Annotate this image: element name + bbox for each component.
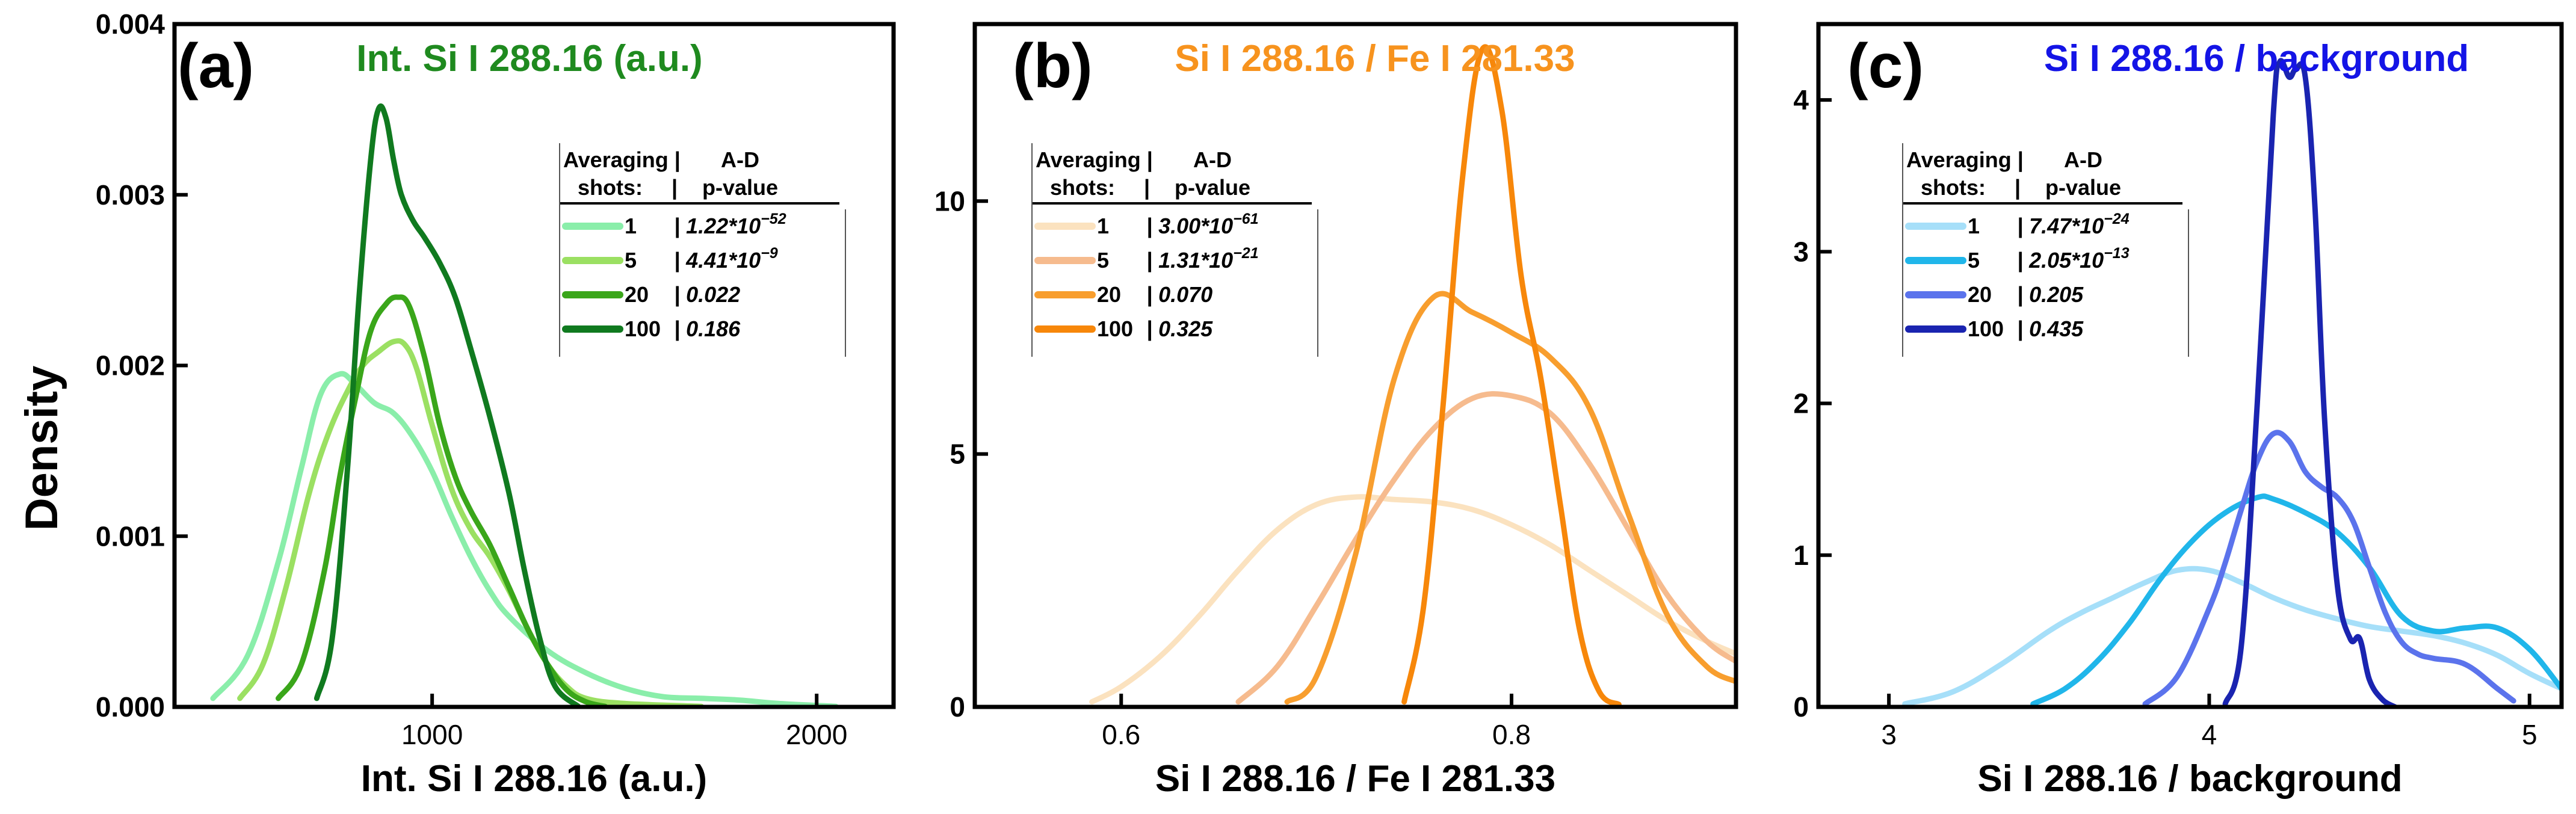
y-tick-label: 0 (950, 691, 965, 723)
series-line-20-shots (1284, 291, 1736, 705)
legend-shots: 5 (1097, 248, 1109, 273)
series-line-5-shots (2030, 493, 2562, 707)
legend-header-shots: shots: (578, 175, 643, 200)
legend-shots: 20 (625, 282, 649, 307)
x-axis-label: Si I 288.16 / Fe I 281.33 (1155, 758, 1555, 800)
legend-header-shots: shots: (1921, 175, 1986, 200)
y-tick-label: 0.004 (96, 8, 165, 40)
panel-letter: (b) (1013, 31, 1093, 101)
plot-frame (1816, 22, 2564, 709)
legend: Averaging | A-D shots: | p-value 1 | 3.00*10−6… (1031, 143, 1318, 357)
legend-shots: 1 (625, 214, 637, 238)
legend-pvalue: | 1.22*10−52 (674, 211, 786, 238)
x-tick-label: 5 (2522, 719, 2537, 750)
panel-letter: (c) (1847, 31, 1924, 101)
legend-header-averaging: Averaging | (563, 147, 681, 173)
panel-a: 1000 2000 0.000 0.001 0.002 0.003 0.004 Int. Si… (96, 8, 896, 800)
legend-pvalue: | 0.070 (1146, 282, 1212, 307)
series-line-20-shots (276, 294, 608, 707)
legend-shots: 100 (1097, 316, 1133, 341)
legend-header-averaging: Averaging | (1906, 147, 2024, 173)
legend-header-sep: | (1144, 175, 1150, 200)
legend-pvalue: | 7.47*10−24 (2017, 211, 2130, 238)
series-line-100-shots (314, 103, 581, 707)
legend-shots: 1 (1968, 214, 1980, 238)
x-axis-label: Si I 288.16 / background (1977, 758, 2402, 800)
legend-pvalue: | 0.186 (674, 316, 741, 341)
series-line-1-shots (210, 371, 839, 707)
x-tick-label: 1000 (401, 719, 463, 750)
legend-header-shots: shots: (1050, 175, 1115, 200)
legend-header-ad: A-D (1193, 147, 1232, 172)
legend-pvalue: | 4.41*10−9 (674, 245, 778, 273)
y-tick-label: 10 (934, 185, 965, 217)
legend-shots: 100 (1968, 316, 2004, 341)
y-tick-label: 0 (1793, 691, 1809, 723)
legend-header-sep: | (2015, 175, 2021, 200)
panel-b: 0.6 0.8 0 5 10 Si I 288.16 / Fe I 281.33 (b) Si… (934, 22, 1738, 800)
x-tick-label: 0.6 (1102, 719, 1140, 750)
x-tick-label: 2000 (786, 719, 847, 750)
y-tick-label: 0.001 (96, 520, 165, 552)
y-tick-label: 0.003 (96, 179, 165, 211)
legend-header-ad: A-D (721, 147, 759, 172)
x-tick-label: 4 (2202, 719, 2217, 750)
y-tick-label: 2 (1793, 388, 1809, 419)
y-tick-label: 1 (1793, 540, 1809, 571)
y-axis-label: Density (16, 366, 67, 531)
legend-pvalue: | 0.022 (674, 282, 740, 307)
series-line-100-shots (2222, 58, 2398, 707)
y-tick-label: 0.000 (96, 691, 165, 723)
legend-header-pvalue: p-value (702, 175, 778, 200)
series-group (210, 103, 839, 707)
legend-shots: 100 (625, 316, 661, 341)
x-tick-label: 3 (1881, 719, 1897, 750)
legend-header-pvalue: p-value (1175, 175, 1250, 200)
legend-pvalue: | 0.325 (1146, 316, 1213, 341)
legend-header-ad: A-D (2064, 147, 2102, 172)
legend-shots: 20 (1968, 282, 1992, 307)
y-tick-label: 0.002 (96, 350, 165, 381)
series-line-5-shots (1235, 391, 1736, 705)
legend-pvalue: | 3.00*10−61 (1146, 211, 1259, 238)
legend-shots: 1 (1097, 214, 1109, 238)
y-tick-label: 4 (1793, 84, 1809, 116)
legend-pvalue: | 0.435 (2017, 316, 2084, 341)
legend-shots: 5 (1968, 248, 1980, 273)
series-line-1-shots (1089, 494, 1736, 705)
panel-c: 3 4 5 0 1 2 3 4 Si I 288.16 / background (c) Si I … (1793, 22, 2564, 800)
series-line-20-shots (2142, 430, 2516, 707)
legend-pvalue: | 0.205 (2017, 282, 2084, 307)
y-tick-label: 3 (1793, 236, 1809, 267)
x-axis-label: Int. Si I 288.16 (a.u.) (361, 758, 707, 800)
legend-shots: 20 (1097, 282, 1121, 307)
series-line-100-shots (1401, 44, 1622, 707)
series-group (1902, 58, 2562, 707)
x-tick-label: 0.8 (1492, 719, 1531, 750)
y-tick-label: 5 (950, 439, 965, 470)
series-line-5-shots (237, 338, 704, 707)
legend-shots: 5 (625, 248, 637, 273)
legend-header-averaging: Averaging | (1036, 147, 1153, 173)
series-group (1089, 44, 1736, 707)
legend-header-sep: | (672, 175, 678, 200)
legend: Averaging | A-D shots: | p-value 1 | 1.22*10−5… (559, 143, 846, 357)
panel-title: Int. Si I 288.16 (a.u.) (356, 38, 702, 79)
legend-pvalue: | 1.31*10−21 (1146, 245, 1259, 273)
legend-header-pvalue: p-value (2045, 175, 2121, 200)
legend-pvalue: | 2.05*10−13 (2017, 245, 2130, 273)
legend: Averaging | A-D shots: | p-value 1 | 7.47*10−2… (1902, 143, 2189, 357)
panel-letter: (a) (178, 31, 254, 101)
panel-title: Si I 288.16 / background (2044, 38, 2469, 79)
panel-title: Si I 288.16 / Fe I 281.33 (1175, 38, 1575, 79)
plot-frame (972, 22, 1738, 709)
